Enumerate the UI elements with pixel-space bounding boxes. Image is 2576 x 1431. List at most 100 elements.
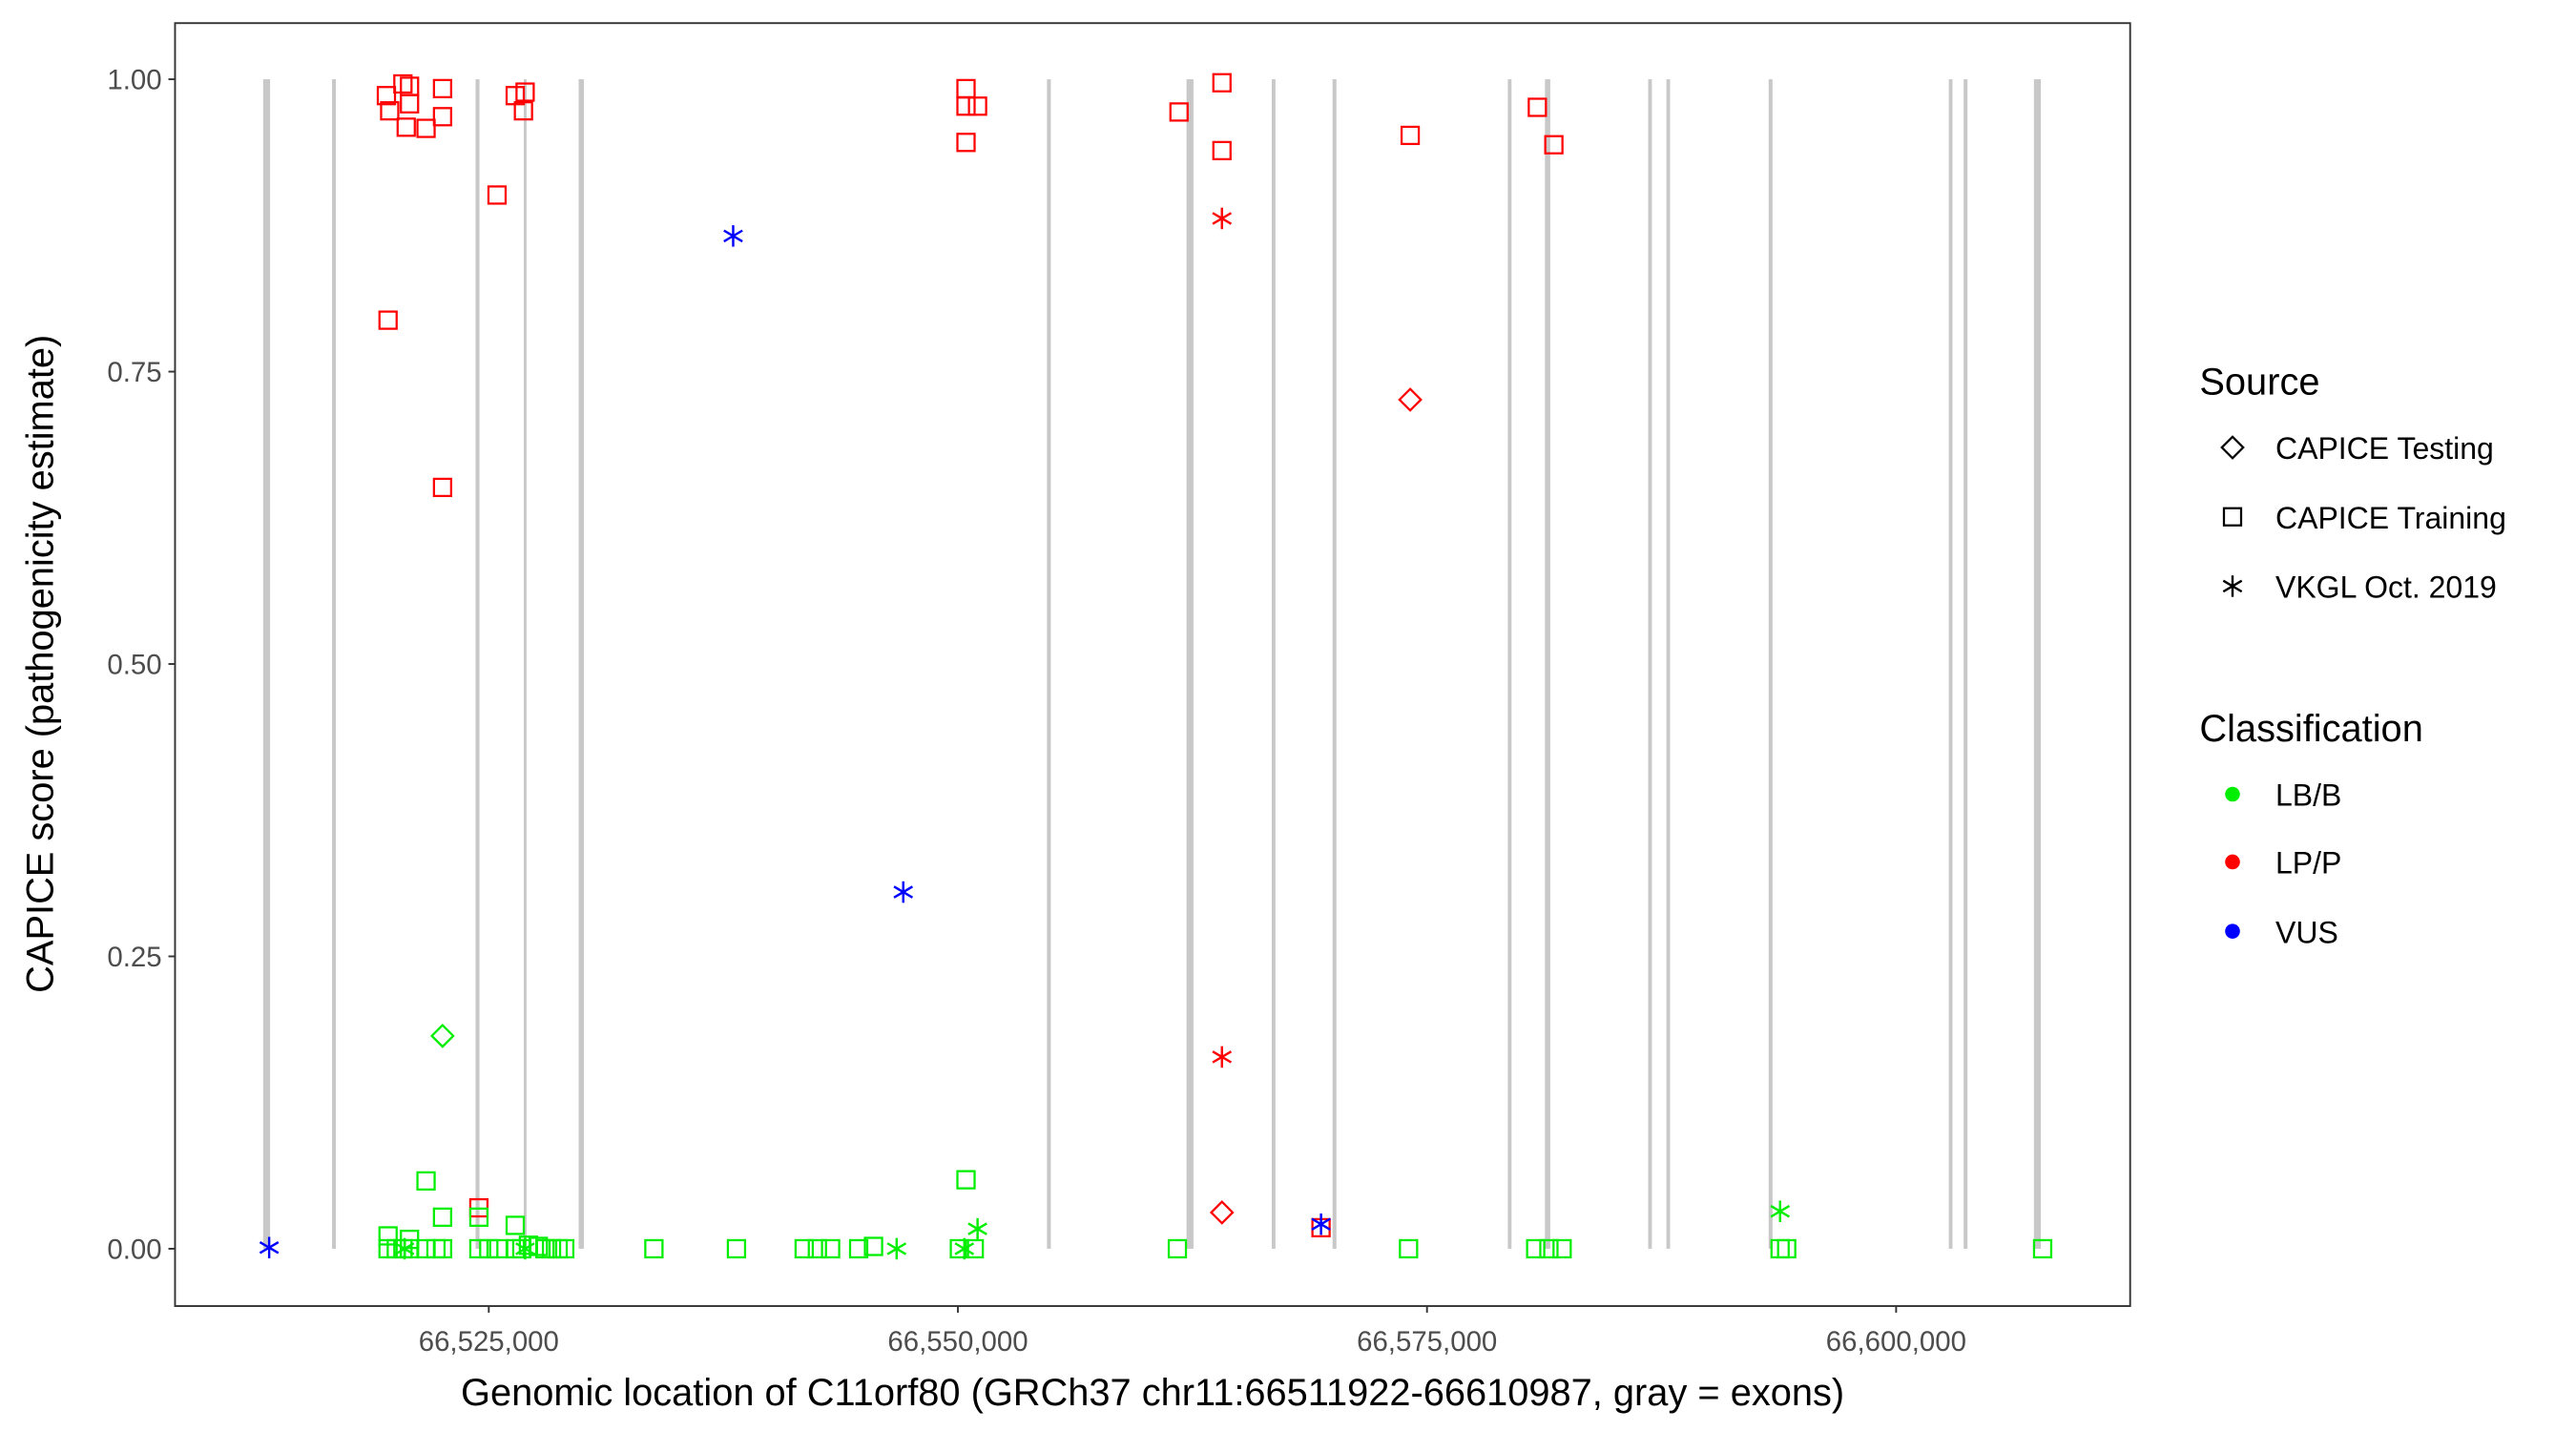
exon-band [1963, 79, 1968, 1249]
exon-band [1271, 79, 1276, 1249]
asterisk-stroke [886, 1242, 907, 1255]
legend-label-vkgl: VKGL Oct. 2019 [2275, 570, 2497, 605]
exon-band [1948, 79, 1953, 1249]
asterisk-stroke [893, 885, 914, 899]
data-point-training [432, 477, 452, 498]
legend: Source Classification CAPICE Testing CAP… [2199, 362, 2505, 950]
data-point-training [949, 1238, 969, 1259]
data-point-training [515, 82, 535, 102]
data-point-vkgl [893, 881, 914, 903]
data-point-training [505, 1215, 526, 1235]
exon-band [1768, 79, 1773, 1249]
y-tick-label: 1.00 [107, 64, 161, 95]
legend-label-lpp: LP/P [2275, 846, 2341, 881]
data-point-training [1400, 125, 1421, 146]
exon-band [262, 79, 271, 1249]
data-point-vkgl [1311, 1213, 1331, 1235]
asterisk-stroke [1212, 212, 1233, 225]
data-point-vkgl [1212, 207, 1233, 230]
x-axis: 66,525,000 66,550,000 66,575,000 66,600,000 [419, 1306, 1966, 1358]
data-point-training [393, 73, 413, 94]
exon-band [1047, 79, 1051, 1249]
data-points [259, 73, 2053, 1260]
asterisk-stroke [394, 1242, 415, 1255]
asterisk-stroke [1311, 1217, 1331, 1231]
data-point-training [1526, 1238, 1546, 1259]
y-axis: 0.00 0.25 0.50 0.75 1.00 [107, 64, 176, 1265]
data-point-training [416, 1238, 436, 1259]
legend-key-training [2222, 507, 2243, 527]
plot-panel-border [174, 22, 2131, 1307]
data-point-testing [1209, 1200, 1235, 1225]
data-point-training [956, 78, 976, 99]
legend-label-training: CAPICE Training [2275, 501, 2506, 535]
data-point-training [821, 1238, 841, 1259]
data-point-training [1212, 73, 1232, 93]
exon-bands [262, 79, 2042, 1249]
data-point-training [794, 1238, 815, 1259]
asterisk-stroke [259, 1240, 280, 1255]
data-point-training [1527, 97, 1548, 117]
data-point-vkgl [259, 1236, 280, 1258]
data-point-training [432, 1238, 452, 1259]
legend-label-lbb: LB/B [2275, 778, 2341, 813]
asterisk-stroke [1212, 1050, 1233, 1064]
exon-band [578, 79, 585, 1249]
y-tick-label: 0.50 [107, 649, 161, 680]
data-point-training [378, 310, 398, 330]
data-point-training [376, 86, 397, 106]
legend-key-class [2225, 786, 2240, 802]
data-point-training [1552, 1238, 1572, 1259]
x-tick-label: 66,525,000 [419, 1326, 559, 1358]
y-tick-label: 0.25 [107, 942, 161, 973]
exon-band [1545, 79, 1550, 1249]
data-point-training [432, 107, 452, 127]
asterisk-stroke [967, 1222, 987, 1235]
data-point-training [400, 93, 420, 114]
exon-band [1666, 79, 1671, 1249]
data-point-vkgl [394, 1237, 415, 1260]
data-point-training [548, 1238, 569, 1259]
x-axis-title: Genomic location of C11orf80 (GRCh37 chr… [461, 1372, 1844, 1414]
exon-band [1648, 79, 1652, 1249]
data-point-training [1169, 102, 1189, 122]
data-point-training [1212, 140, 1232, 160]
data-point-training [468, 1238, 489, 1259]
data-point-training [513, 101, 533, 121]
data-point-training [468, 1207, 489, 1227]
data-point-testing [1398, 387, 1423, 412]
exon-band [475, 79, 480, 1249]
legend-label-testing: CAPICE Testing [2275, 431, 2494, 466]
data-point-training [644, 1238, 664, 1259]
data-point-training [967, 96, 987, 116]
legend-key-class [2225, 923, 2240, 939]
data-point-vkgl [967, 1217, 987, 1240]
data-point-training [416, 1171, 436, 1191]
exon-band [524, 79, 527, 1249]
data-point-training [726, 1238, 747, 1259]
exon-band [1332, 79, 1337, 1249]
data-point-training [863, 1236, 883, 1256]
data-point-training [1539, 1238, 1559, 1259]
data-point-training [848, 1238, 869, 1259]
exon-band [332, 79, 337, 1249]
data-point-training [432, 1207, 452, 1227]
x-tick-label: 66,550,000 [887, 1326, 1028, 1358]
data-point-training [956, 1170, 976, 1190]
data-point-training [396, 117, 416, 137]
data-point-training [807, 1238, 827, 1259]
legend-key-class [2225, 854, 2240, 870]
x-tick-label: 66,600,000 [1826, 1326, 1966, 1358]
data-point-training [1167, 1238, 1188, 1259]
asterisk-stroke [954, 1242, 975, 1255]
y-axis-title: CAPICE score (pathogenicity estimate) [19, 335, 61, 993]
data-point-vkgl [515, 1237, 535, 1260]
data-point-training [1399, 1238, 1419, 1259]
legend-title-classification: Classification [2199, 708, 2422, 750]
data-point-testing [430, 1024, 455, 1048]
legend-label-vus: VUS [2275, 915, 2338, 949]
legend-title-source: Source [2199, 362, 2319, 404]
data-point-training [380, 101, 400, 121]
exon-band [1186, 79, 1194, 1249]
